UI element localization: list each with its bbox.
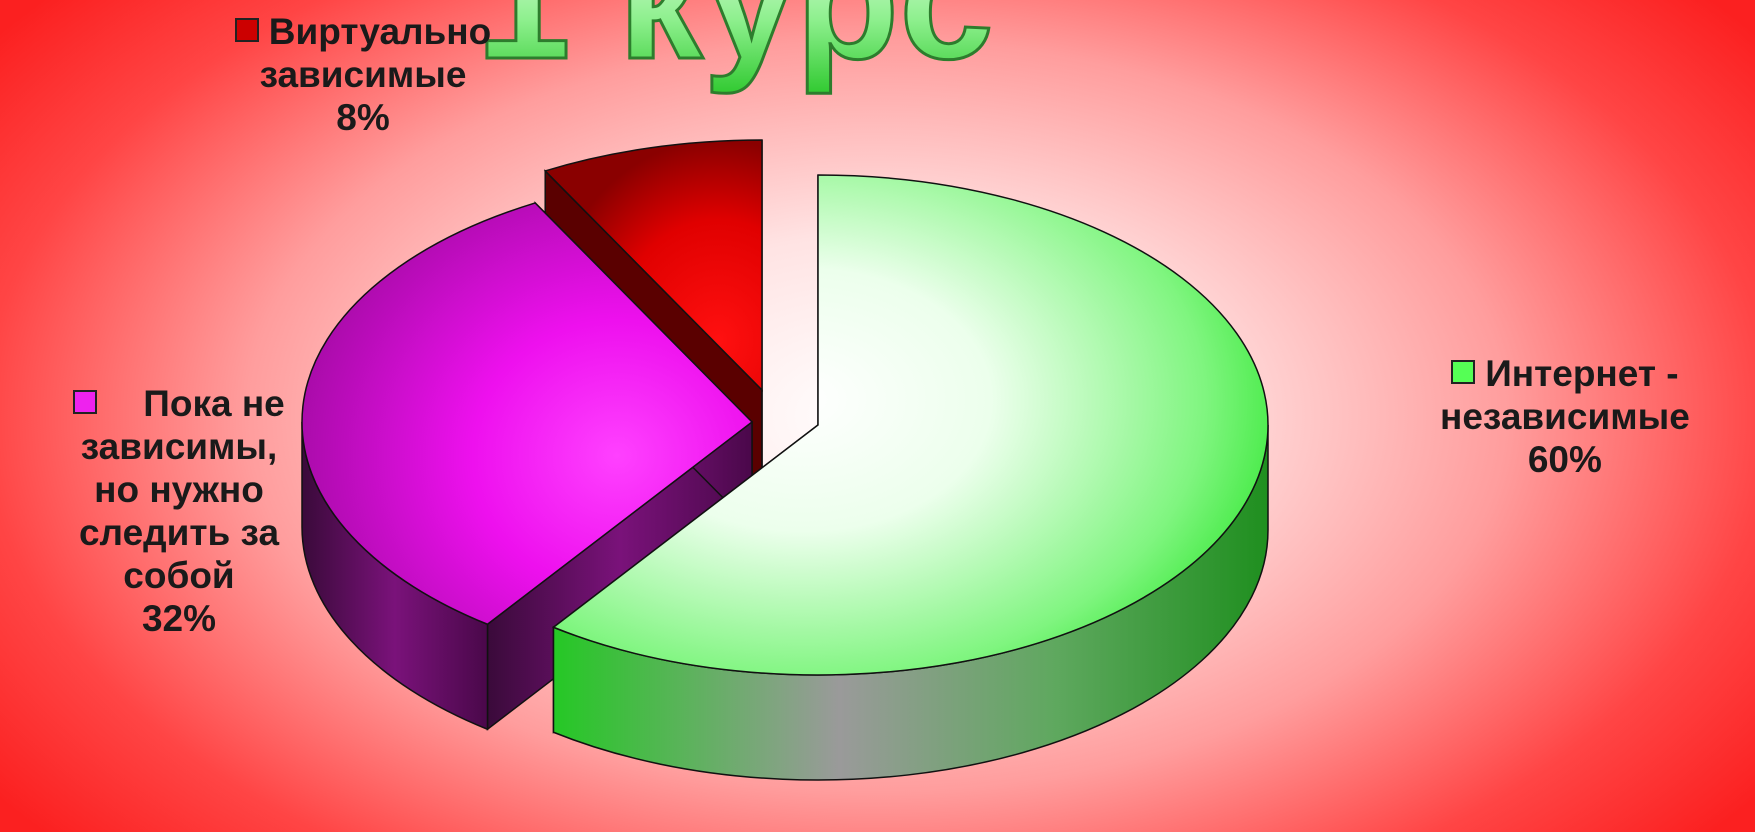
- slice-internet-independent: [551, 174, 1269, 781]
- chart-title: 1 курс: [476, 0, 994, 95]
- legend-swatch-virtually-dependent: [234, 18, 259, 42]
- slice-label-2: Виртуально зависимые 8%: [198, 10, 528, 139]
- slice-label-1: Пока не зависимы, но нужно следить за со…: [14, 382, 344, 640]
- slice-label-0: Интернет - независимые 60%: [1440, 353, 1690, 480]
- legend-swatch-internet-independent: [1451, 360, 1476, 384]
- pie-slices: [301, 139, 1269, 781]
- legend-swatch-not-yet-dependent: [73, 390, 98, 414]
